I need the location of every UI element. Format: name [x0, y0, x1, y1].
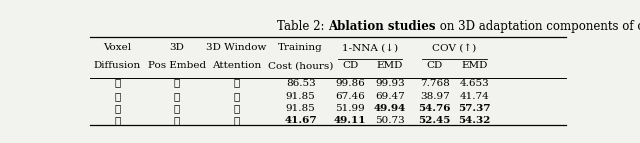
- Text: 91.85: 91.85: [286, 104, 316, 113]
- Text: Attention: Attention: [212, 61, 261, 70]
- Text: Table 2:: Table 2:: [276, 20, 328, 33]
- Text: CD: CD: [342, 61, 358, 70]
- Text: ✗: ✗: [233, 92, 239, 101]
- Text: Training: Training: [278, 43, 323, 52]
- Text: ✗: ✗: [114, 79, 120, 88]
- Text: 99.86: 99.86: [335, 79, 365, 88]
- Text: ✗: ✗: [233, 104, 239, 113]
- Text: ✓: ✓: [173, 104, 180, 113]
- Text: Diffusion: Diffusion: [93, 61, 141, 70]
- Text: 4.653: 4.653: [460, 79, 489, 88]
- Text: ✓: ✓: [233, 116, 239, 125]
- Text: 3D Window: 3D Window: [206, 43, 266, 52]
- Text: on 3D adaptation components of our DiT-3D.: on 3D adaptation components of our DiT-3…: [435, 20, 640, 33]
- Text: ✓: ✓: [114, 104, 120, 113]
- Text: COV (↑): COV (↑): [433, 43, 477, 52]
- Text: 52.45: 52.45: [419, 116, 451, 125]
- Text: 67.46: 67.46: [335, 92, 365, 101]
- Text: Cost (hours): Cost (hours): [268, 61, 333, 70]
- Text: EMD: EMD: [461, 61, 488, 70]
- Text: 50.73: 50.73: [375, 116, 405, 125]
- Text: 54.76: 54.76: [419, 104, 451, 113]
- Text: ✗: ✗: [173, 79, 180, 88]
- Text: 49.11: 49.11: [334, 116, 367, 125]
- Text: ✓: ✓: [114, 116, 120, 125]
- Text: 3D: 3D: [170, 43, 184, 52]
- Text: 1-NNA (↓): 1-NNA (↓): [342, 43, 398, 52]
- Text: 49.94: 49.94: [374, 104, 406, 113]
- Text: ✗: ✗: [173, 92, 180, 101]
- Text: ✓: ✓: [173, 116, 180, 125]
- Text: ✗: ✗: [233, 79, 239, 88]
- Text: CD: CD: [426, 61, 443, 70]
- Text: 69.47: 69.47: [375, 92, 405, 101]
- Text: 91.85: 91.85: [286, 92, 316, 101]
- Text: 86.53: 86.53: [286, 79, 316, 88]
- Text: EMD: EMD: [377, 61, 403, 70]
- Text: 41.67: 41.67: [284, 116, 317, 125]
- Text: 38.97: 38.97: [420, 92, 449, 101]
- Text: 57.37: 57.37: [458, 104, 491, 113]
- Text: ✓: ✓: [114, 92, 120, 101]
- Text: Voxel: Voxel: [103, 43, 131, 52]
- Text: 51.99: 51.99: [335, 104, 365, 113]
- Text: Ablation studies: Ablation studies: [328, 20, 435, 33]
- Text: 7.768: 7.768: [420, 79, 449, 88]
- Text: 41.74: 41.74: [460, 92, 489, 101]
- Text: 54.32: 54.32: [458, 116, 490, 125]
- Text: Pos Embed: Pos Embed: [148, 61, 206, 70]
- Text: 99.93: 99.93: [375, 79, 405, 88]
